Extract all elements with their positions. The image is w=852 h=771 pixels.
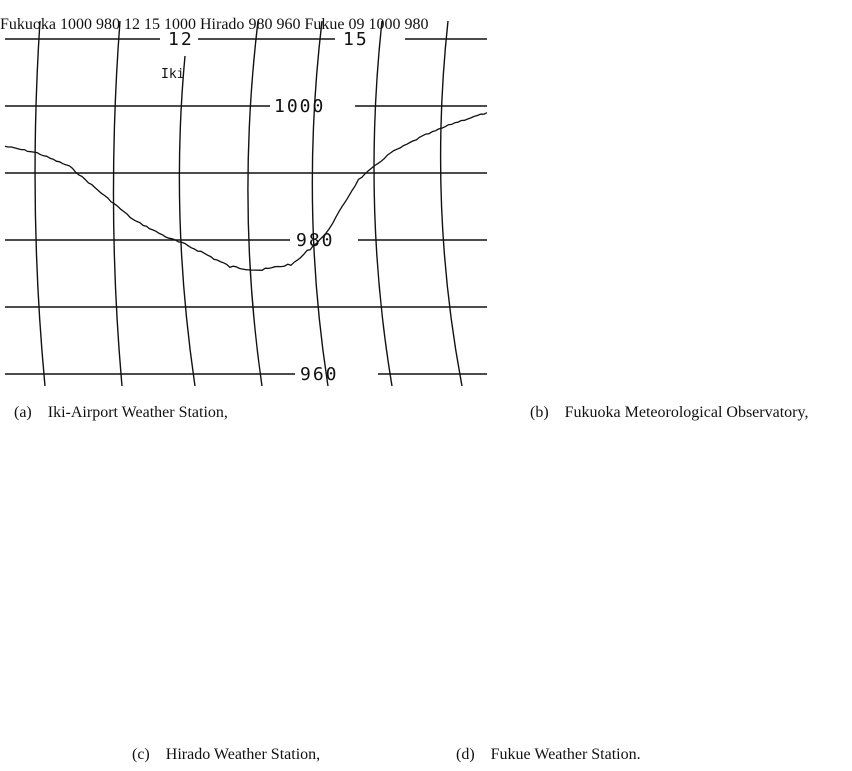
panel-a-station-label: Iki [161, 67, 184, 82]
panel-b: Fukuoka 1000 980 12 15 [0, 16, 164, 33]
panel-d-isobar-label-1000: 1000 [368, 16, 401, 33]
panel-a-isobar-label-980: 980 [296, 230, 335, 251]
panel-a-hour-label-15: 15 [343, 29, 369, 50]
panel-a: 12 15 Iki 1000 980 960 [4, 20, 488, 387]
panel-c-isobar-label-980: 980 [248, 16, 273, 33]
barograph-figure: 12 15 Iki 1000 980 960 [4, 20, 488, 387]
panel-d-station-label: Fukue [304, 16, 345, 33]
panel-b-isobar-label-1000: 1000 [60, 16, 92, 33]
panel-d: Fukue 09 1000 980 [304, 16, 428, 33]
panel-a-hour-label-12: 12 [168, 29, 194, 50]
panel-b-hour-label-12: 12 [124, 16, 140, 33]
caption-c: (c) Hirado Weather Station, [132, 746, 320, 764]
caption-b: (b) Fukuoka Meteorological Observatory, [530, 404, 808, 422]
panel-c-isobar-label-960: 960 [276, 16, 301, 33]
panel-b-station-label: Fukuoka [0, 16, 56, 33]
panel-d-isobar-label-980: 980 [404, 16, 429, 33]
caption-a-letter: (a) [14, 404, 32, 421]
panel-c-isobar-label-1000: 1000 [164, 16, 196, 33]
caption-d: (d) Fukue Weather Station. [456, 746, 641, 764]
panel-d-hour-label-09: 09 [348, 16, 365, 33]
caption-b-text: Fukuoka Meteorological Observatory, [564, 404, 809, 421]
panel-a-isobar-label-960: 960 [300, 364, 339, 385]
caption-a: (a) Iki-Airport Weather Station, [14, 404, 228, 422]
panel-b-hour-label-15: 15 [144, 16, 160, 33]
caption-b-letter: (b) [530, 404, 549, 421]
panel-a-pressure-trace [4, 112, 488, 271]
panel-b-isobar-label-980: 980 [96, 16, 120, 33]
panel-c-station-label: Hirado [200, 16, 245, 33]
panel-c: 1000 Hirado 980 960 [164, 16, 304, 33]
caption-a-text: Iki-Airport Weather Station, [47, 404, 228, 421]
panel-a-isobar-label-1000: 1000 [274, 96, 325, 117]
panel-a-gridlines [5, 20, 487, 387]
